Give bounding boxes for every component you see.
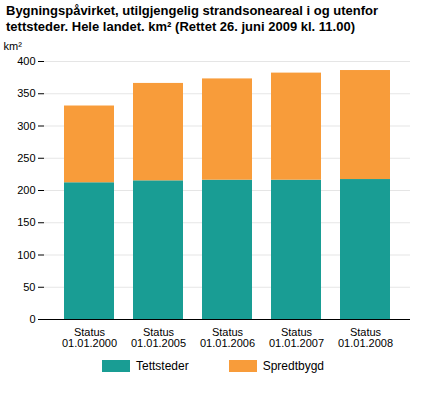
svg-text:400: 400 — [17, 55, 35, 67]
svg-text:200: 200 — [17, 184, 35, 196]
html-text:Tettsteder: Tettsteder — [136, 359, 189, 373]
svg-text:350: 350 — [17, 87, 35, 99]
svg-text:Status01.01.2005: Status01.01.2005 — [131, 326, 186, 349]
svg-text:250: 250 — [17, 152, 35, 164]
svg-text:100: 100 — [17, 249, 35, 261]
svg-text:Status01.01.2008: Status01.01.2008 — [338, 326, 393, 349]
svg-text:50: 50 — [23, 281, 35, 293]
svg-text:Status01.01.2007: Status01.01.2007 — [269, 326, 324, 349]
svg-text:0: 0 — [29, 313, 35, 325]
svg-text:300: 300 — [17, 120, 35, 132]
svg-text:150: 150 — [17, 216, 35, 228]
html-text:Spredtbygd: Spredtbygd — [262, 359, 324, 373]
html-text:Bygningspåvirket, utilgjengeli: Bygningspåvirket, utilgjengelig strandso… — [6, 3, 378, 34]
svg-text:Status01.01.2000: Status01.01.2000 — [62, 326, 117, 349]
svg-text:km²: km² — [4, 40, 23, 52]
svg-text:Status01.01.2006: Status01.01.2006 — [200, 326, 255, 349]
